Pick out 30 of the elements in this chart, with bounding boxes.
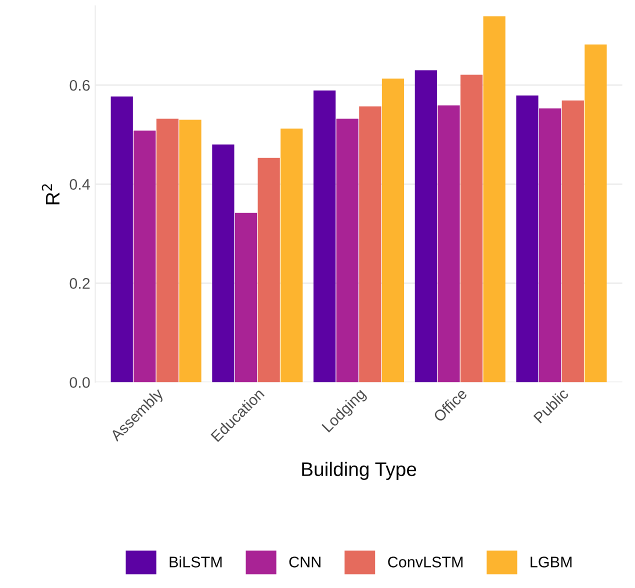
bar xyxy=(179,120,202,382)
bar xyxy=(280,128,303,382)
legend-label: LGBM xyxy=(530,556,572,568)
bar xyxy=(336,118,358,382)
bar xyxy=(382,78,404,382)
bar xyxy=(584,44,607,382)
bar xyxy=(516,96,538,382)
bar xyxy=(110,96,133,382)
bar xyxy=(212,144,234,382)
bar xyxy=(539,108,562,382)
legend-label: CNN xyxy=(289,556,320,568)
y-tick-label: 0.4 xyxy=(70,179,90,190)
legend-label: ConvLSTM xyxy=(388,556,463,568)
bar xyxy=(258,158,280,382)
bar xyxy=(134,130,156,382)
bar xyxy=(359,106,382,382)
bar xyxy=(414,70,437,382)
y-tick-label: 0.6 xyxy=(70,80,90,91)
bar xyxy=(460,74,483,382)
bar xyxy=(438,105,460,382)
bar xyxy=(156,118,179,382)
bar xyxy=(234,212,258,382)
bar xyxy=(314,90,336,382)
y-tick-label: 0.0 xyxy=(70,377,90,388)
x-axis-title: Building Type xyxy=(302,462,416,480)
y-axis-title: R$^{2}$ xyxy=(42,184,60,204)
bar xyxy=(483,16,506,382)
bar xyxy=(562,100,584,382)
legend-label: BiLSTM xyxy=(170,556,222,568)
y-tick-label: 0.2 xyxy=(70,278,90,289)
